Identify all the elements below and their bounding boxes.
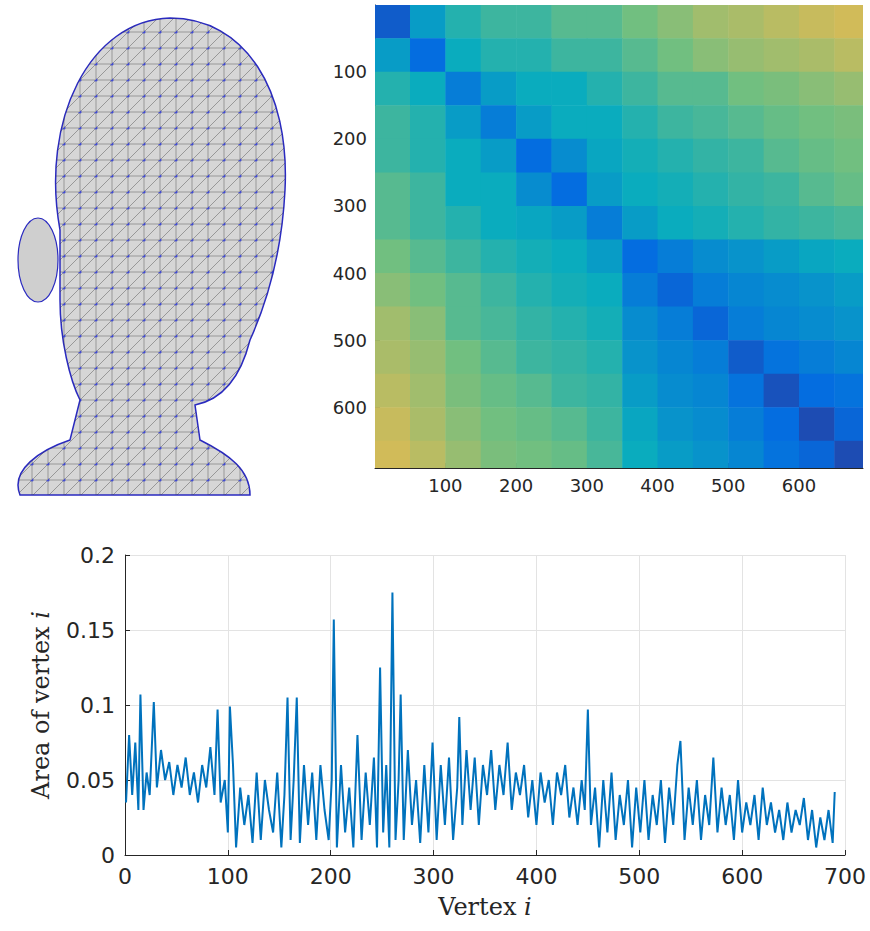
svg-text:100: 100 (428, 475, 462, 496)
svg-text:400: 400 (640, 475, 674, 496)
svg-text:700: 700 (824, 864, 866, 889)
svg-text:200: 200 (333, 128, 367, 149)
svg-text:500: 500 (711, 475, 745, 496)
svg-text:300: 300 (413, 864, 455, 889)
svg-text:0.1: 0.1 (80, 693, 115, 718)
svg-text:600: 600 (721, 864, 763, 889)
svg-text:200: 200 (499, 475, 533, 496)
svg-text:400: 400 (515, 864, 557, 889)
svg-text:100: 100 (207, 864, 249, 889)
svg-text:i: i (27, 611, 55, 619)
svg-text:500: 500 (333, 330, 367, 351)
svg-text:600: 600 (333, 397, 367, 418)
svg-text:0.2: 0.2 (80, 543, 115, 568)
svg-text:0: 0 (118, 864, 132, 889)
svg-text:0: 0 (101, 843, 115, 868)
svg-text:i: i (524, 893, 532, 921)
svg-text:0.15: 0.15 (66, 618, 115, 643)
svg-text:300: 300 (333, 195, 367, 216)
svg-text:Vertex: Vertex (437, 893, 524, 921)
svg-text:Area of vertex: Area of vertex (27, 619, 55, 800)
svg-text:500: 500 (618, 864, 660, 889)
svg-text:200: 200 (310, 864, 352, 889)
svg-text:600: 600 (782, 475, 816, 496)
svg-text:0.05: 0.05 (66, 768, 115, 793)
svg-text:300: 300 (570, 475, 604, 496)
svg-text:400: 400 (333, 263, 367, 284)
svg-text:100: 100 (333, 61, 367, 82)
